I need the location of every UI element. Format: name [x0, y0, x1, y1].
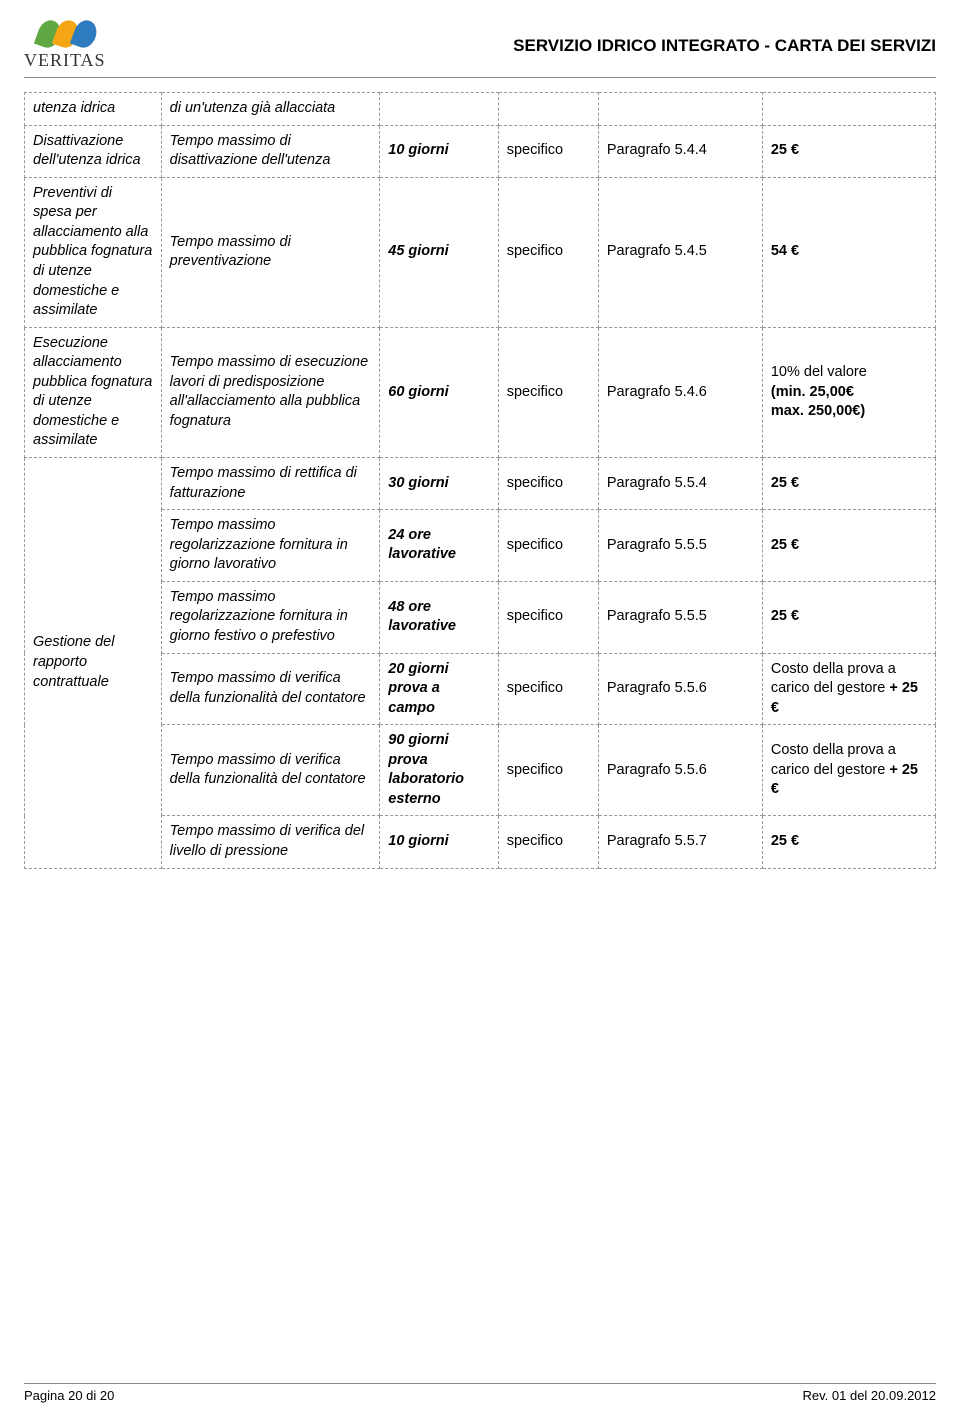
cell-time: 20 giorni prova a campo	[380, 653, 498, 725]
document-title: SERVIZIO IDRICO INTEGRATO - CARTA DEI SE…	[513, 36, 936, 56]
logo-leaves-icon	[38, 20, 92, 48]
cell-reference: Paragrafo 5.4.6	[598, 327, 762, 457]
page-footer: Pagina 20 di 20 Rev. 01 del 20.09.2012	[24, 1383, 936, 1403]
cell-type: specifico	[498, 510, 598, 582]
cell-type: specifico	[498, 725, 598, 816]
cell-description: Tempo massimo di disattivazione dell'ute…	[161, 125, 380, 177]
cell-reference: Paragrafo 5.5.7	[598, 816, 762, 868]
cell-value: 10% del valore(min. 25,00€max. 250,00€)	[762, 327, 935, 457]
cell-reference: Paragrafo 5.4.5	[598, 177, 762, 327]
table-row: Tempo massimo regolarizzazione fornitura…	[25, 581, 936, 653]
cell-value: 54 €	[762, 177, 935, 327]
cell-time: 10 giorni	[380, 816, 498, 868]
cell-time: 60 giorni	[380, 327, 498, 457]
services-table: utenza idricadi un'utenza già allacciata…	[24, 92, 936, 869]
page: VERITAS SERVIZIO IDRICO INTEGRATO - CART…	[0, 0, 960, 1421]
cell-category: Esecuzione allacciamento pubblica fognat…	[25, 327, 162, 457]
cell-description: Tempo massimo di rettifica di fatturazio…	[161, 458, 380, 510]
cell-time	[380, 93, 498, 126]
cell-reference: Paragrafo 5.5.5	[598, 510, 762, 582]
table-row: Esecuzione allacciamento pubblica fognat…	[25, 327, 936, 457]
cell-value: 25 €	[762, 510, 935, 582]
table-row: Preventivi di spesa per allacciamento al…	[25, 177, 936, 327]
table-row: Tempo massimo di verifica della funziona…	[25, 725, 936, 816]
cell-description: Tempo massimo regolarizzazione fornitura…	[161, 581, 380, 653]
cell-type: specifico	[498, 327, 598, 457]
cell-description: Tempo massimo di verifica del livello di…	[161, 816, 380, 868]
cell-reference	[598, 93, 762, 126]
cell-time: 10 giorni	[380, 125, 498, 177]
cell-type: specifico	[498, 125, 598, 177]
cell-description: Tempo massimo di esecuzione lavori di pr…	[161, 327, 380, 457]
table-row: utenza idricadi un'utenza già allacciata	[25, 93, 936, 126]
cell-type: specifico	[498, 458, 598, 510]
cell-category: Gestione del rapporto contrattuale	[25, 458, 162, 869]
cell-value: Costo della prova a carico del gestore +…	[762, 725, 935, 816]
cell-time: 48 ore lavorative	[380, 581, 498, 653]
cell-reference: Paragrafo 5.5.4	[598, 458, 762, 510]
cell-reference: Paragrafo 5.4.4	[598, 125, 762, 177]
cell-time: 24 ore lavorative	[380, 510, 498, 582]
cell-reference: Paragrafo 5.5.5	[598, 581, 762, 653]
cell-category: utenza idrica	[25, 93, 162, 126]
cell-description: Tempo massimo di preventivazione	[161, 177, 380, 327]
cell-value: 25 €	[762, 816, 935, 868]
table-row: Disattivazione dell'utenza idricaTempo m…	[25, 125, 936, 177]
cell-type: specifico	[498, 177, 598, 327]
cell-category: Disattivazione dell'utenza idrica	[25, 125, 162, 177]
cell-description: Tempo massimo regolarizzazione fornitura…	[161, 510, 380, 582]
table-row: Tempo massimo regolarizzazione fornitura…	[25, 510, 936, 582]
cell-value: 25 €	[762, 581, 935, 653]
cell-category: Preventivi di spesa per allacciamento al…	[25, 177, 162, 327]
cell-type: specifico	[498, 581, 598, 653]
cell-value: 25 €	[762, 458, 935, 510]
cell-description: di un'utenza già allacciata	[161, 93, 380, 126]
table-row: Gestione del rapporto contrattualeTempo …	[25, 458, 936, 510]
cell-reference: Paragrafo 5.5.6	[598, 725, 762, 816]
cell-time: 30 giorni	[380, 458, 498, 510]
cell-time: 90 giorni prova laboratorio esterno	[380, 725, 498, 816]
cell-type	[498, 93, 598, 126]
cell-time: 45 giorni	[380, 177, 498, 327]
table-row: Tempo massimo di verifica della funziona…	[25, 653, 936, 725]
logo-text: VERITAS	[24, 50, 106, 71]
logo: VERITAS	[24, 20, 106, 71]
cell-value: Costo della prova a carico del gestore +…	[762, 653, 935, 725]
cell-type: specifico	[498, 816, 598, 868]
cell-reference: Paragrafo 5.5.6	[598, 653, 762, 725]
footer-page-number: Pagina 20 di 20	[24, 1388, 114, 1403]
table-row: Tempo massimo di verifica del livello di…	[25, 816, 936, 868]
table-body: utenza idricadi un'utenza già allacciata…	[25, 93, 936, 869]
page-header: VERITAS SERVIZIO IDRICO INTEGRATO - CART…	[24, 20, 936, 78]
footer-revision: Rev. 01 del 20.09.2012	[803, 1388, 936, 1403]
cell-description: Tempo massimo di verifica della funziona…	[161, 653, 380, 725]
cell-value	[762, 93, 935, 126]
cell-type: specifico	[498, 653, 598, 725]
cell-value: 25 €	[762, 125, 935, 177]
cell-description: Tempo massimo di verifica della funziona…	[161, 725, 380, 816]
